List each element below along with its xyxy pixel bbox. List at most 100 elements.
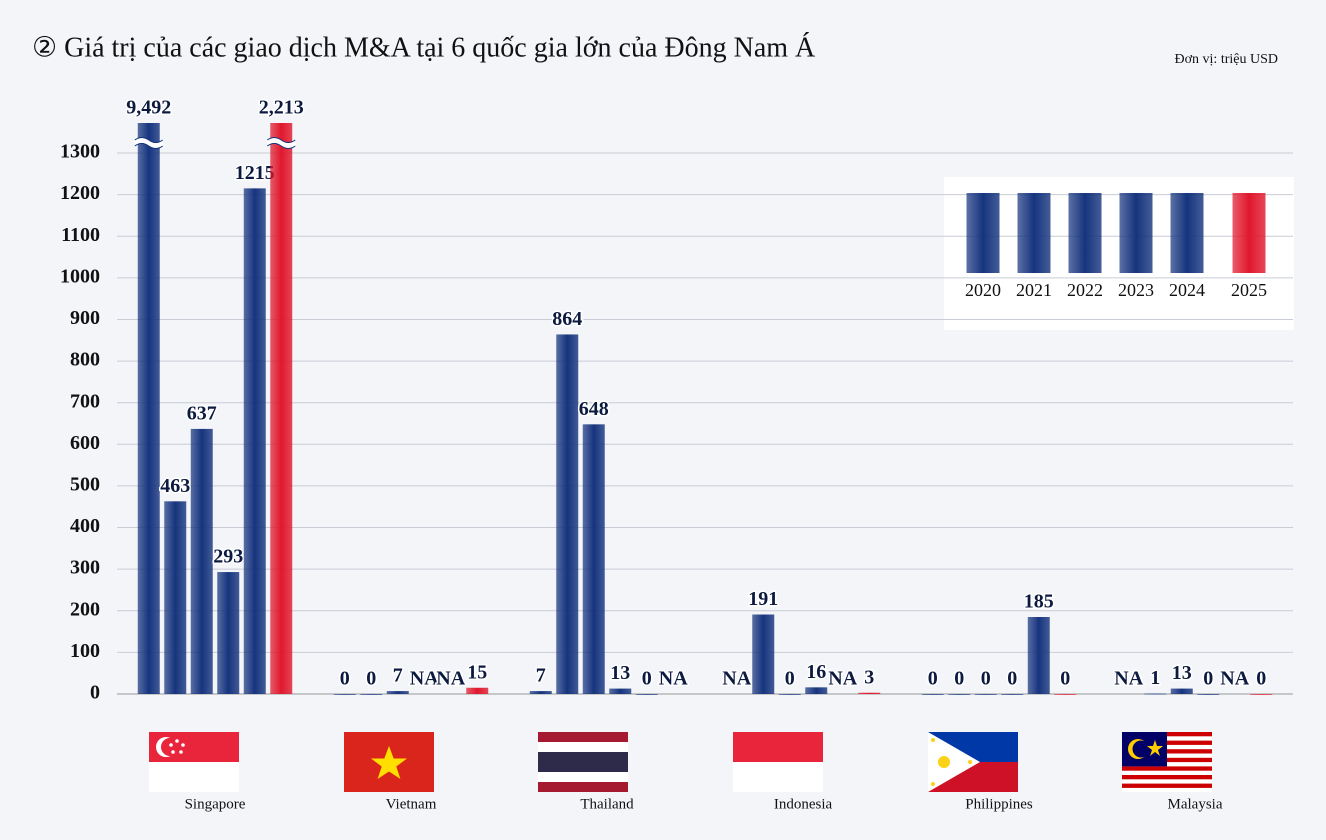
bar (556, 334, 579, 694)
bar (858, 692, 881, 694)
bar (1054, 694, 1077, 695)
y-tick-label: 100 (70, 640, 100, 662)
value-label: 0 (981, 668, 991, 690)
value-label: 293 (213, 546, 243, 568)
value-label: 9,492 (126, 97, 171, 119)
bar (805, 687, 828, 694)
bar (360, 694, 383, 695)
value-label: 0 (928, 668, 938, 690)
value-label: NA (410, 668, 439, 690)
bar (635, 694, 658, 695)
value-label: NA (1220, 668, 1249, 690)
bar (778, 694, 801, 695)
legend-label: 2025 (1231, 280, 1267, 300)
y-tick-label: 800 (70, 349, 100, 371)
y-tick-label: 200 (70, 598, 100, 620)
value-label: 0 (1203, 668, 1213, 690)
value-label: 13 (610, 662, 630, 684)
legend-label: 2022 (1067, 280, 1103, 300)
value-label: 0 (340, 668, 350, 690)
value-label: 191 (748, 588, 778, 610)
legend-label: 2024 (1169, 280, 1205, 300)
bar (948, 694, 971, 695)
bar (974, 694, 997, 695)
x-tick-label: Malaysia (1168, 796, 1223, 812)
bar (1001, 694, 1024, 695)
value-label: 0 (1256, 668, 1266, 690)
bar (243, 188, 266, 694)
value-label: 463 (160, 475, 190, 497)
value-label: 13 (1172, 662, 1192, 684)
value-label: 0 (1007, 668, 1017, 690)
value-label: NA (1114, 668, 1143, 690)
axis-break (133, 138, 165, 148)
value-label: 637 (187, 403, 217, 425)
legend-label: 2020 (965, 280, 1001, 300)
legend-swatch (1068, 193, 1102, 273)
bar (1197, 694, 1220, 695)
x-tick-label: Vietnam (386, 796, 437, 812)
unit-note: Đơn vị: triệu USD (1175, 52, 1278, 67)
y-tick-label: 0 (90, 682, 100, 704)
bar (609, 688, 632, 694)
y-tick-label: 1000 (60, 265, 100, 287)
value-label: 7 (393, 665, 403, 687)
bar (1170, 688, 1193, 694)
y-tick-label: 600 (70, 432, 100, 454)
value-label: 0 (1060, 668, 1070, 690)
y-tick-label: 300 (70, 557, 100, 579)
x-tick-label: Indonesia (774, 796, 833, 812)
bar (137, 123, 160, 694)
axis-break (134, 143, 164, 149)
bar (386, 691, 409, 694)
bar (529, 691, 552, 694)
value-label: 0 (642, 668, 652, 690)
bar (752, 614, 775, 694)
value-label: NA (659, 668, 688, 690)
x-tick-label: Thailand (580, 796, 634, 812)
axis-break (265, 138, 297, 148)
value-label: 2,213 (259, 97, 304, 119)
value-label: 0 (366, 668, 376, 690)
flags (149, 732, 1212, 792)
bar (1144, 693, 1167, 695)
x-tick-label: Singapore (185, 796, 246, 812)
value-label: 16 (806, 661, 826, 683)
value-label: 0 (785, 668, 795, 690)
y-tick-label: 1200 (60, 182, 100, 204)
chart-title: ② Giá trị của các giao dịch M&A tại 6 qu… (32, 32, 816, 63)
legend-swatch (1170, 193, 1204, 273)
value-label: 1 (1150, 667, 1160, 689)
x-tick-label: Philippines (965, 796, 1033, 812)
y-tick-label: 1100 (61, 224, 100, 246)
bar (164, 501, 187, 694)
value-label: 185 (1024, 591, 1054, 613)
flag-vietnam (344, 732, 434, 792)
value-label: 648 (579, 398, 609, 420)
bar (270, 123, 293, 694)
axis-break (266, 143, 296, 149)
bar (217, 572, 240, 694)
legend-swatch (1119, 193, 1153, 273)
legend-swatch (1232, 193, 1266, 273)
bar (466, 687, 489, 694)
y-tick-label: 900 (70, 307, 100, 329)
flag-thailand (538, 732, 628, 792)
bar (1250, 694, 1273, 695)
value-label: NA (722, 668, 751, 690)
value-label: 0 (954, 668, 964, 690)
axis-break (266, 137, 296, 143)
flag-philippines (928, 732, 1018, 792)
flag-malaysia (1122, 732, 1212, 792)
bar (1027, 617, 1050, 694)
y-tick-label: 500 (70, 474, 100, 496)
bar (921, 694, 944, 695)
legend-label: 2021 (1016, 280, 1052, 300)
value-label: 1215 (235, 162, 275, 184)
bar (582, 424, 605, 694)
value-label: NA (436, 668, 465, 690)
y-tick-label: 1300 (60, 141, 100, 163)
value-label: 7 (536, 665, 546, 687)
